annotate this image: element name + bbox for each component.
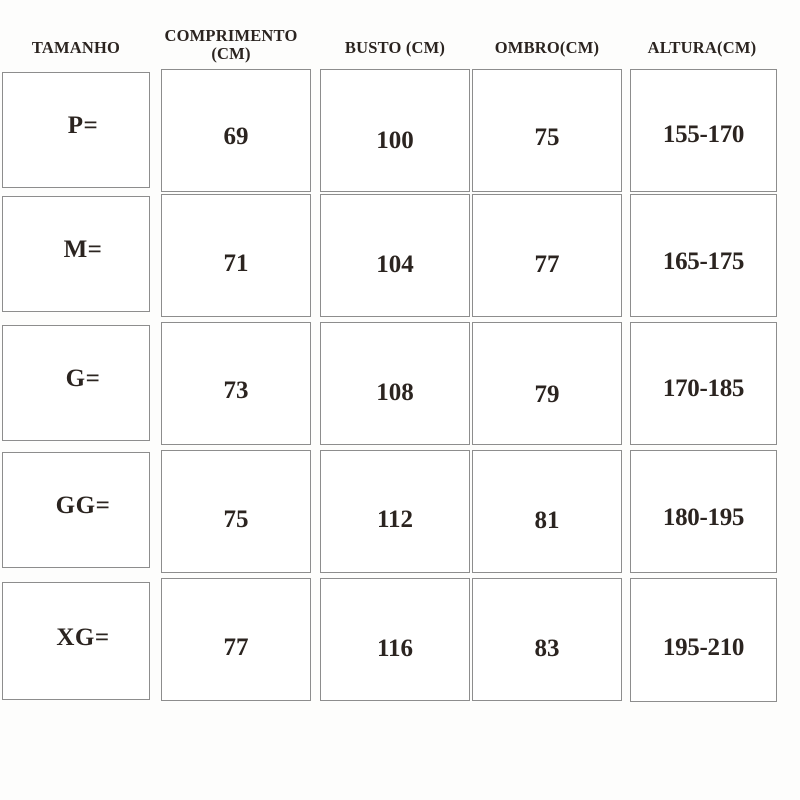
cell-value: 104 xyxy=(376,251,414,278)
column-header-busto: BUSTO (CM) xyxy=(344,38,446,57)
column-header-ombro: OMBRO(CM) xyxy=(494,38,600,57)
cell-value: 71 xyxy=(223,250,249,277)
table-cell-length: 75 xyxy=(161,450,311,573)
table-cell-height: 180-195 xyxy=(630,450,777,573)
cell-value: XG= xyxy=(56,624,110,651)
cell-value: 180-195 xyxy=(662,504,745,531)
cell-value: 81 xyxy=(534,507,560,534)
table-cell-size: M= xyxy=(2,196,150,312)
cell-value: 73 xyxy=(223,377,249,404)
table-cell-bust: 104 xyxy=(320,194,470,317)
table-cell-length: 73 xyxy=(161,322,311,445)
cell-value: 75 xyxy=(534,124,560,151)
table-cell-height: 155-170 xyxy=(630,69,777,192)
cell-value: 79 xyxy=(534,381,560,408)
table-cell-size: P= xyxy=(2,72,150,188)
cell-value: 116 xyxy=(376,635,414,662)
cell-value: 77 xyxy=(223,634,249,661)
cell-value: 83 xyxy=(534,635,560,662)
table-cell-length: 71 xyxy=(161,194,311,317)
cell-value: 155-170 xyxy=(662,121,745,148)
cell-value: P= xyxy=(67,112,99,139)
table-cell-bust: 112 xyxy=(320,450,470,573)
cell-value: 165-175 xyxy=(662,248,745,275)
table-cell-length: 77 xyxy=(161,578,311,701)
table-cell-shoulder: 75 xyxy=(472,69,622,192)
cell-value: 195-210 xyxy=(662,634,745,661)
table-cell-height: 195-210 xyxy=(630,578,777,702)
table-cell-size: G= xyxy=(2,325,150,441)
table-cell-bust: 100 xyxy=(320,69,470,192)
table-cell-length: 69 xyxy=(161,69,311,192)
cell-value: M= xyxy=(63,236,103,263)
column-header-comprimento: COMPRIMENTO (CM) xyxy=(164,26,298,63)
table-cell-bust: 108 xyxy=(320,322,470,445)
table-cell-bust: 116 xyxy=(320,578,470,701)
cell-value: 100 xyxy=(376,127,414,154)
cell-value: 112 xyxy=(376,506,414,533)
table-cell-height: 170-185 xyxy=(630,322,777,445)
cell-value: 108 xyxy=(376,379,414,406)
table-cell-shoulder: 79 xyxy=(472,322,622,445)
column-header-tamanho: TAMANHO xyxy=(31,38,121,57)
cell-value: G= xyxy=(65,365,101,392)
table-cell-shoulder: 81 xyxy=(472,450,622,573)
table-cell-size: XG= xyxy=(2,582,150,700)
cell-value: 77 xyxy=(534,251,560,278)
table-cell-shoulder: 77 xyxy=(472,194,622,317)
cell-value: 170-185 xyxy=(662,375,745,402)
cell-value: 69 xyxy=(223,123,249,150)
table-cell-size: GG= xyxy=(2,452,150,568)
cell-value: GG= xyxy=(55,492,111,519)
table-cell-height: 165-175 xyxy=(630,194,777,317)
table-cell-shoulder: 83 xyxy=(472,578,622,701)
cell-value: 75 xyxy=(223,506,249,533)
column-header-altura: ALTURA(CM) xyxy=(647,38,757,57)
